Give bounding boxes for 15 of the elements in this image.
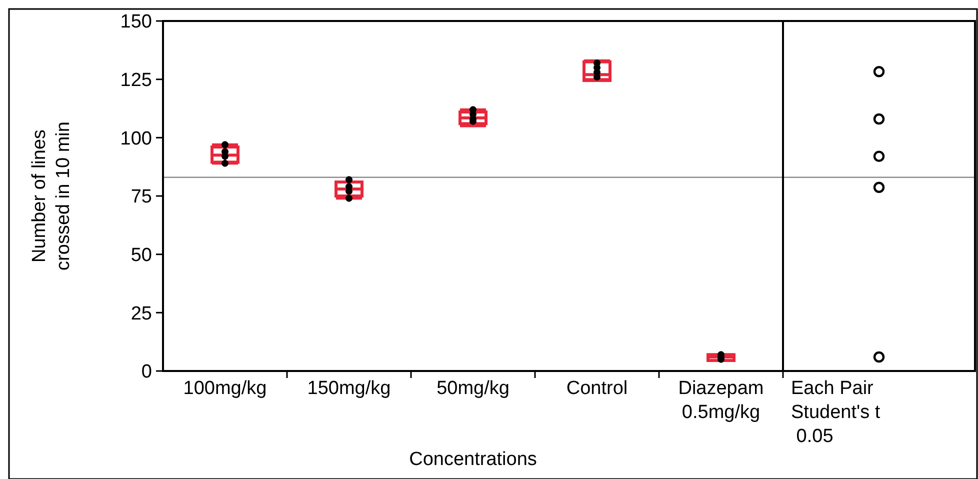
y-tick-label: 150: [120, 12, 152, 33]
x-tick-label: 150mg/kg: [307, 378, 391, 399]
x-axis-title: Concentrations: [409, 449, 537, 470]
y-tick-label: 50: [130, 244, 152, 266]
x-tick-label: 50mg/kg: [436, 378, 510, 399]
x-tick-label: Control: [566, 378, 628, 399]
y-tick-label: 75: [130, 186, 152, 208]
y-tick-label: 125: [120, 70, 152, 91]
y-tick-label: 100: [120, 128, 152, 150]
x-tick-label: Diazepam 0.5mg/kg: [678, 378, 764, 423]
x-tick-label: Each Pair Student's t 0.05: [791, 378, 881, 447]
y-tick-label: 25: [130, 303, 152, 324]
x-tick-label: 100mg/kg: [183, 378, 267, 399]
y-axis-title: Number of lines crossed in 10 min: [29, 122, 74, 270]
y-tick-label: 0: [141, 362, 152, 383]
